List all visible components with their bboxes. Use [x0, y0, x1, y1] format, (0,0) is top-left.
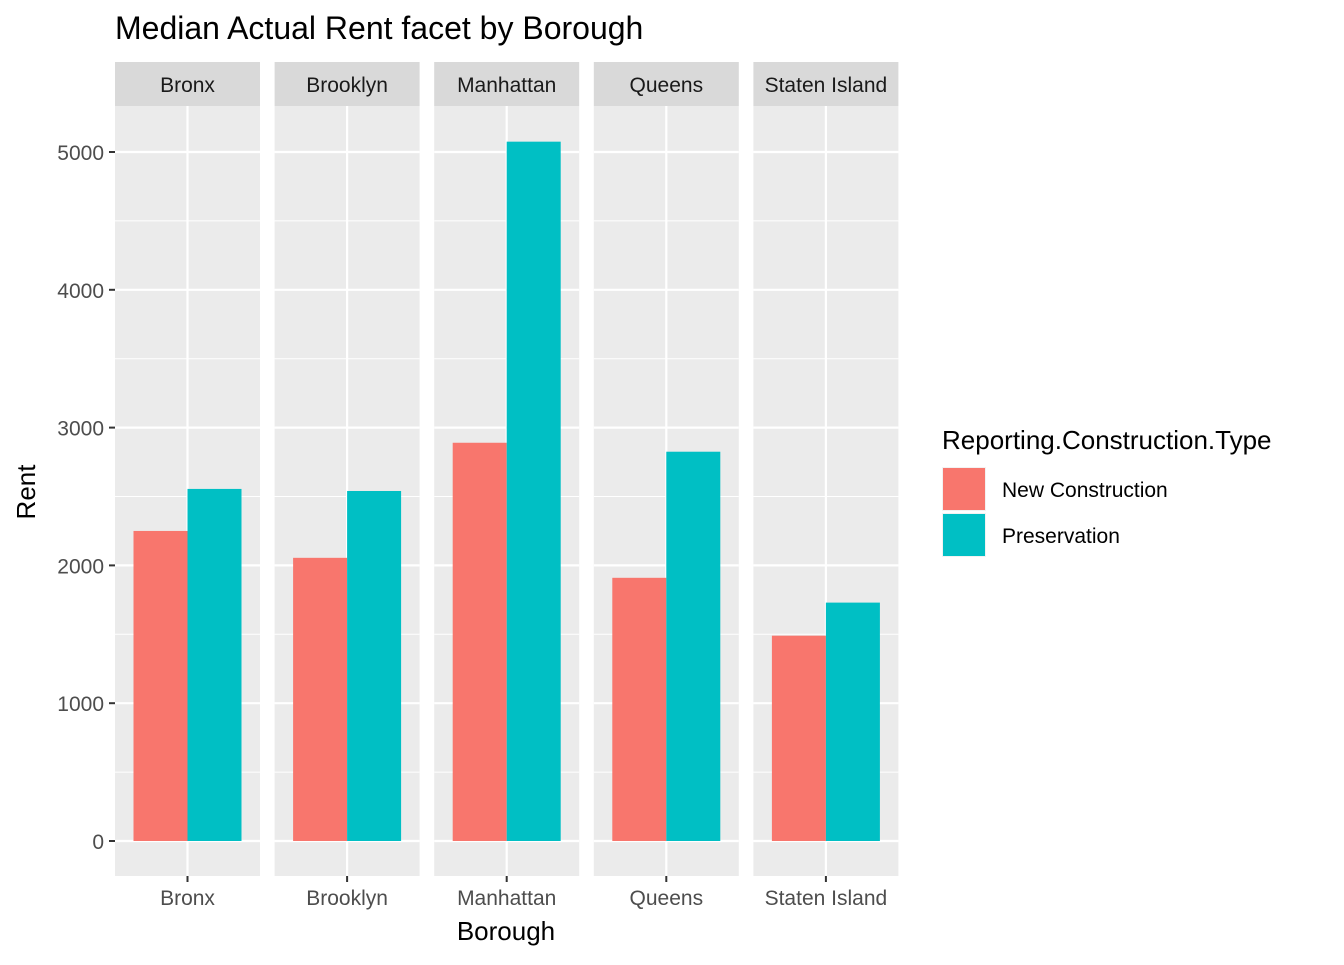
y-axis-title: Rent [11, 464, 41, 520]
legend-title: Reporting.Construction.Type [942, 425, 1272, 455]
bar-bronx-new-construction [133, 530, 188, 841]
facet-panels: BronxBronxBrooklynBrooklynManhattanManha… [115, 62, 899, 910]
y-axis: 0 1000 2000 3000 4000 5000 [57, 142, 115, 854]
facet-panel-manhattan: Manhattan Manhattan [434, 62, 580, 910]
bar-brooklyn-preservation [347, 490, 402, 841]
legend-label: New Construction [1002, 479, 1168, 502]
bar-queens-new-construction [612, 577, 667, 841]
legend: Reporting.Construction.Type New Construc… [942, 425, 1272, 557]
bar-queens-preservation [666, 451, 721, 841]
facet-panel-queens: Queens Queens [593, 62, 739, 910]
x-tick-label: Manhattan [457, 887, 556, 910]
facet-panel-staten-island: Staten Island Staten Island [753, 62, 899, 910]
x-tick-label: Bronx [160, 887, 215, 910]
facet-strip-label: Staten Island [765, 74, 888, 97]
legend-label: Preservation [1002, 525, 1120, 548]
facet-strip-label: Manhattan [457, 74, 556, 97]
facet-strip [434, 62, 580, 106]
x-tick-label: Brooklyn [306, 887, 388, 910]
legend-swatch [943, 468, 985, 510]
facet-strip [274, 62, 420, 106]
legend-item-new-construction: New Construction [942, 467, 1168, 511]
facet-panel-bronx: Bronx Bronx [115, 62, 260, 910]
x-axis-title: Borough [457, 916, 555, 946]
y-tick-label: 5000 [57, 142, 104, 165]
y-tick-label: 3000 [57, 418, 104, 441]
bar-manhattan-preservation [506, 141, 561, 842]
facet-strip [593, 62, 739, 106]
facet-strip [753, 62, 899, 106]
facet-strip-label: Brooklyn [306, 74, 388, 97]
facet-strip [115, 62, 260, 106]
y-tick-label: 1000 [57, 693, 104, 716]
y-tick-label: 2000 [57, 555, 104, 578]
y-tick-label: 4000 [57, 280, 104, 303]
chart-title: Median Actual Rent facet by Borough [115, 10, 643, 46]
bar-bronx-preservation [187, 488, 242, 841]
bar-manhattan-new-construction [452, 442, 507, 841]
facet-panel-brooklyn: Brooklyn Brooklyn [274, 62, 420, 910]
bar-staten-island-new-construction [771, 635, 826, 841]
x-tick-label: Staten Island [765, 887, 888, 910]
y-tick-label: 0 [92, 831, 104, 854]
legend-item-preservation: Preservation [942, 513, 1120, 557]
bar-brooklyn-new-construction [293, 557, 348, 841]
facet-strip-label: Queens [630, 74, 704, 97]
x-tick-label: Queens [630, 887, 704, 910]
facet-strip-label: Bronx [160, 74, 215, 97]
legend-swatch [943, 514, 985, 556]
bar-staten-island-preservation [825, 602, 880, 841]
